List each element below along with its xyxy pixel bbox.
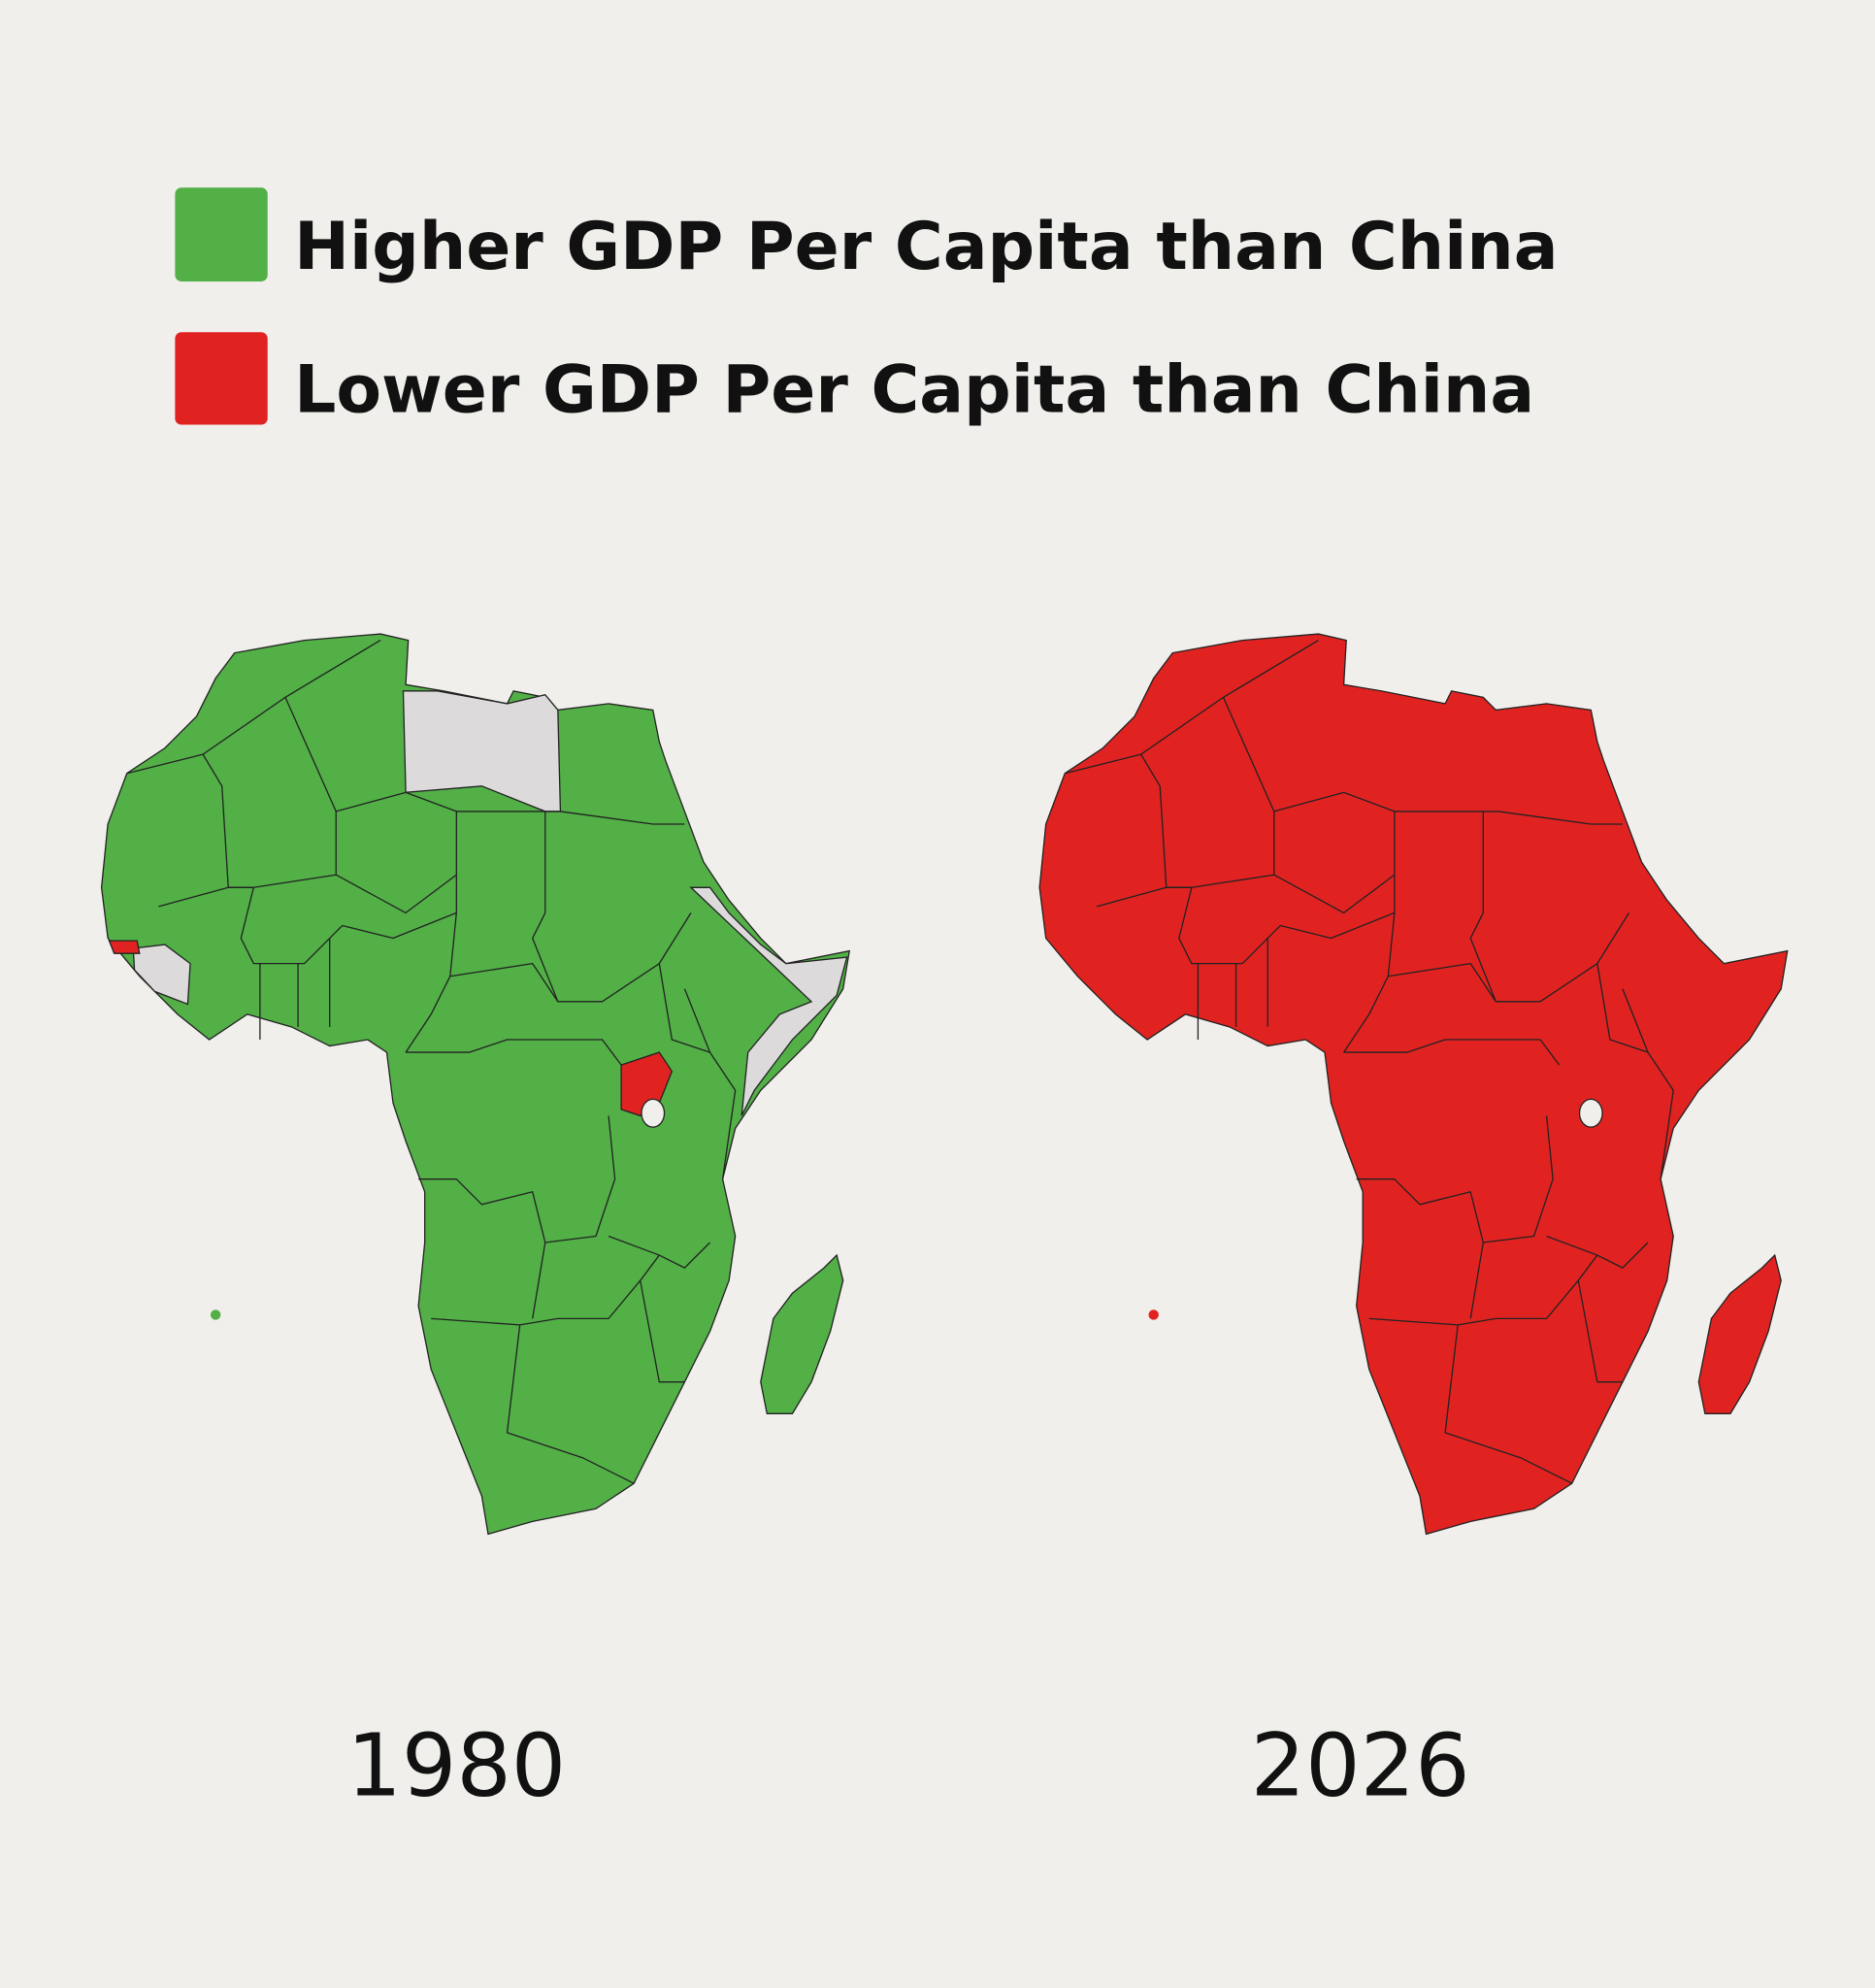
lake [1578, 1098, 1603, 1128]
no-data-region [132, 944, 191, 1006]
legend-swatch [175, 332, 268, 425]
island [760, 1254, 844, 1414]
legend-label: Lower GDP Per Capita than China [294, 351, 1534, 428]
continent [1038, 633, 1789, 1536]
no-data-region [402, 690, 562, 812]
map-1980 [100, 633, 850, 1536]
island [210, 1309, 221, 1320]
island [1697, 1254, 1782, 1414]
year-label: 1980 [346, 1715, 566, 1815]
lake [641, 1098, 666, 1128]
map-2026 [1038, 633, 1789, 1536]
legend-label: Higher GDP Per Capita than China [294, 209, 1558, 285]
no-data-region [689, 886, 848, 1116]
legend-swatch [175, 187, 268, 282]
region [108, 940, 141, 954]
island [1148, 1309, 1159, 1320]
year-label: 2026 [1251, 1715, 1470, 1815]
